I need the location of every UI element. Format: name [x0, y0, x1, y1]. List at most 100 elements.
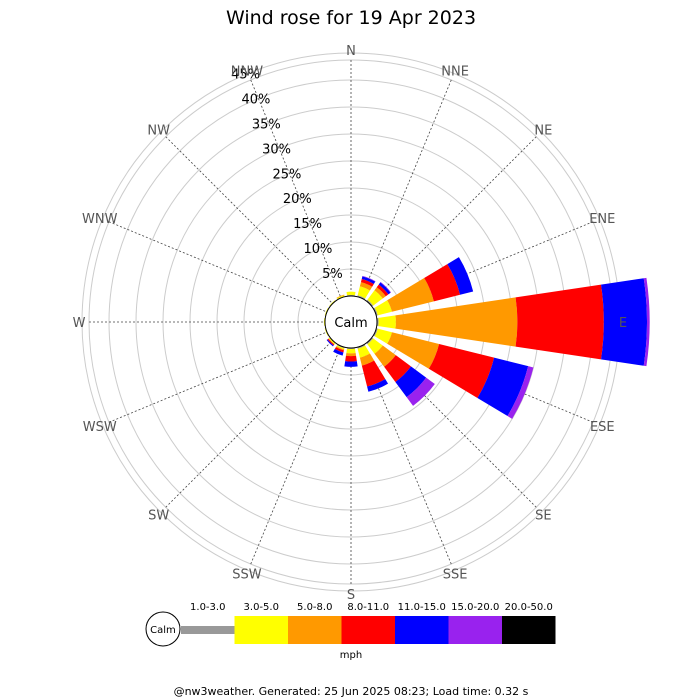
legend-calm-circle [145, 611, 181, 647]
wedge-sw-bin-3 [328, 338, 335, 345]
wedge-se-bin-1 [366, 337, 374, 345]
wedge-ene-bin-5 [447, 257, 474, 295]
direction-label-w: W [73, 316, 86, 331]
wedge-nne-bin-5 [361, 276, 376, 284]
wedge-e-bin-2 [378, 315, 396, 329]
wedge-ene-bin-3 [387, 278, 434, 312]
spoke-ssw [250, 321, 352, 565]
wedge-n-bin-2 [346, 291, 356, 296]
wedge-ese-bin-5 [477, 357, 529, 417]
wedge-e-bin-3 [395, 297, 518, 347]
wind-wedges [323, 257, 650, 419]
wedge-nne-bin-4 [360, 278, 374, 287]
wedge-sw-bin-4 [327, 338, 335, 346]
direction-label-s: S [347, 588, 355, 603]
wedge-sw-bin-5 [326, 339, 334, 347]
direction-label-n: N [346, 44, 356, 59]
wedge-se-bin-3 [374, 345, 396, 367]
calm-circle [324, 295, 378, 349]
wedge-ssw-bin-3 [335, 346, 345, 351]
legend-swatch-6 [448, 616, 502, 644]
legend: Calm 1.0-3.0 3.0-5.0 5.0-8.0 8.0-11.0 11.0-1… [145, 602, 556, 647]
wedge-s-bin-5 [344, 361, 358, 367]
wedge-wsw-bin-2 [324, 328, 329, 336]
direction-label-ne: NE [534, 124, 552, 139]
wedge-wnw-bin-2 [324, 308, 329, 316]
ring-label-4: 20% [283, 192, 312, 207]
direction-label-se: SE [535, 508, 551, 523]
ring-label-8: 40% [241, 92, 270, 107]
ring-label-9: 45% [231, 67, 260, 82]
wedge-ene-bin-4 [424, 264, 461, 302]
wedge-ne-bin-3 [374, 287, 386, 299]
wedge-sse-bin-2 [357, 345, 370, 358]
direction-label-sw: SW [148, 508, 169, 523]
legend-label-1: 1.0-3.0 [190, 602, 225, 613]
wedge-ese-bin-6 [507, 366, 534, 419]
legend-swatch-4 [341, 616, 395, 644]
wedge-ne-bin-5 [378, 282, 391, 295]
wedge-ese-bin-4 [428, 343, 495, 398]
wedge-nne-bin-3 [359, 282, 373, 291]
wedge-se-bin-2 [367, 338, 383, 354]
calm-center: Calm [324, 295, 378, 349]
ring-labels: 5% 10% 15% 20% 25% 30% 35% 40% 45% [231, 67, 343, 282]
legend-calm-label: Calm [150, 625, 176, 636]
wedge-sw-bin-2 [328, 337, 336, 345]
wedge-se-bin-5 [395, 366, 427, 398]
ring-label-1: 5% [322, 267, 343, 282]
wedge-nnw-bin-2 [336, 295, 345, 300]
wedge-e-bin-5 [601, 278, 648, 366]
wedge-s-bin-3 [345, 353, 357, 357]
spoke-nw [165, 136, 352, 323]
legend-label-3: 5.0-8.0 [297, 602, 332, 613]
legend-label-5: 11.0-15.0 [398, 602, 446, 613]
wedge-ene-bin-2 [374, 300, 392, 316]
wedge-ese-bin-2 [374, 328, 392, 344]
legend-unit-label: mph [340, 650, 362, 661]
direction-label-ssw: SSW [232, 567, 262, 582]
wedge-e-bin-4 [515, 284, 604, 360]
wedge-ne-bin-2 [367, 290, 383, 306]
wedge-sse-bin-5 [367, 379, 389, 392]
wedge-ssw-bin-4 [334, 347, 344, 353]
wedge-e-bin-6 [643, 277, 650, 367]
direction-label-wsw: WSW [83, 420, 117, 435]
wedge-nw-bin-2 [329, 300, 336, 307]
direction-label-nw: NW [147, 124, 170, 139]
calm-label: Calm [334, 316, 367, 331]
wedge-nne-bin-2 [357, 286, 370, 299]
legend-swatch-7 [502, 616, 556, 644]
wedge-ne-bin-6 [380, 282, 391, 293]
legend-label-7: 20.0-50.0 [505, 602, 553, 613]
spoke-wnw [108, 221, 352, 323]
chart-title: Wind rose for 19 Apr 2023 [226, 7, 476, 29]
wedge-ne-bin-4 [376, 284, 389, 297]
legend-swatch-2 [234, 616, 288, 644]
legend-swatch-5 [395, 616, 449, 644]
direction-labels: N NNE NE ENE E ESE SE SSE S SSW SW WSW W WNW NW NNW [73, 44, 628, 603]
wedge-sse-bin-3 [359, 353, 375, 366]
wedge-ese-bin-3 [387, 332, 440, 369]
wedge-ne-bin-1 [366, 299, 374, 307]
direction-label-nne: NNE [441, 65, 469, 80]
wedge-nnw-bin-3 [336, 294, 345, 299]
wedge-s-bin-2 [346, 348, 356, 354]
legend-label-2: 3.0-5.0 [244, 602, 279, 613]
wedge-w-bin-2 [323, 317, 325, 327]
wedge-ssw-bin-5 [333, 348, 344, 356]
wedge-s-bin-4 [345, 355, 357, 362]
wedge-se-bin-4 [384, 355, 411, 382]
footer-text: @nw3weather. Generated: 25 Jun 2025 08:2… [174, 685, 529, 698]
legend-swatch-3 [288, 616, 342, 644]
direction-label-e: E [619, 316, 627, 331]
ring-label-2: 10% [303, 242, 332, 257]
wedge-ssw-bin-2 [336, 345, 345, 350]
spoke-wsw [108, 321, 352, 423]
legend-swatch-1 [181, 626, 235, 634]
wedge-sse-bin-4 [361, 360, 386, 387]
legend-label-6: 15.0-20.0 [451, 602, 499, 613]
ring-label-5: 25% [272, 167, 301, 182]
direction-label-nnw: NNW [231, 65, 263, 80]
